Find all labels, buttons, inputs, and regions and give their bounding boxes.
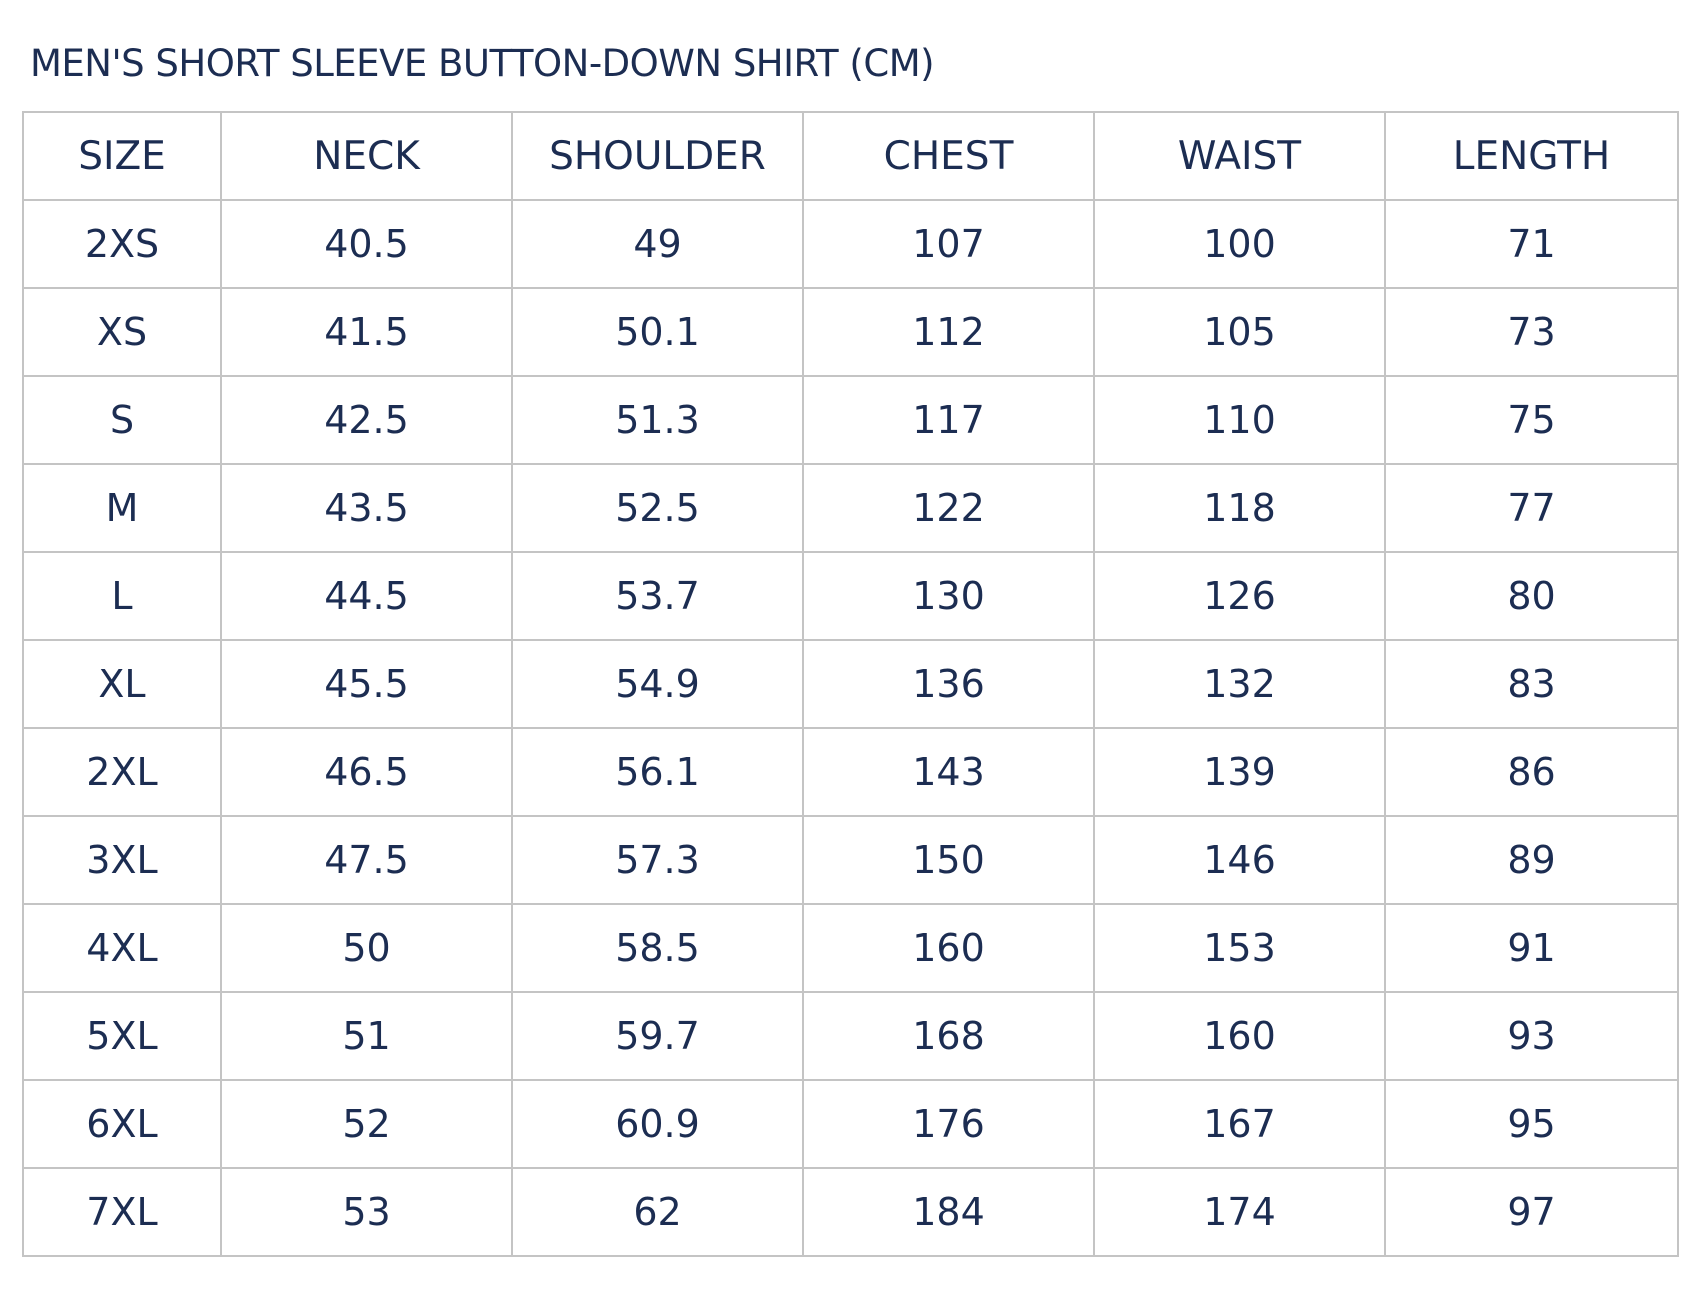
cell-waist: 132	[1093, 639, 1386, 729]
cell-length: 95	[1384, 1079, 1679, 1169]
cell-neck: 43.5	[220, 463, 513, 553]
cell-size: 2XS	[22, 199, 222, 289]
cell-waist: 139	[1093, 727, 1386, 817]
cell-neck: 40.5	[220, 199, 513, 289]
cell-waist: 174	[1093, 1167, 1386, 1257]
cell-chest: 143	[802, 727, 1095, 817]
cell-shoulder: 57.3	[511, 815, 804, 905]
cell-chest: 117	[802, 375, 1095, 465]
table-row: XL 45.5 54.9 136 132 83	[22, 639, 1679, 729]
cell-chest: 107	[802, 199, 1095, 289]
cell-size: XL	[22, 639, 222, 729]
column-header-waist: WAIST	[1093, 111, 1386, 201]
column-header-length: LENGTH	[1384, 111, 1679, 201]
cell-size: M	[22, 463, 222, 553]
cell-shoulder: 56.1	[511, 727, 804, 817]
cell-chest: 112	[802, 287, 1095, 377]
table-row: M 43.5 52.5 122 118 77	[22, 463, 1679, 553]
table-row: 5XL 51 59.7 168 160 93	[22, 991, 1679, 1081]
page-title: MEN'S SHORT SLEEVE BUTTON-DOWN SHIRT (CM…	[30, 42, 935, 85]
cell-neck: 47.5	[220, 815, 513, 905]
column-header-size: SIZE	[22, 111, 222, 201]
cell-size: 2XL	[22, 727, 222, 817]
cell-shoulder: 62	[511, 1167, 804, 1257]
table-row: XS 41.5 50.1 112 105 73	[22, 287, 1679, 377]
cell-neck: 44.5	[220, 551, 513, 641]
cell-chest: 168	[802, 991, 1095, 1081]
cell-waist: 146	[1093, 815, 1386, 905]
cell-waist: 105	[1093, 287, 1386, 377]
column-header-chest: CHEST	[802, 111, 1095, 201]
cell-waist: 160	[1093, 991, 1386, 1081]
cell-size: 4XL	[22, 903, 222, 993]
table-row: 4XL 50 58.5 160 153 91	[22, 903, 1679, 993]
cell-waist: 126	[1093, 551, 1386, 641]
cell-neck: 52	[220, 1079, 513, 1169]
column-header-shoulder: SHOULDER	[511, 111, 804, 201]
cell-chest: 150	[802, 815, 1095, 905]
cell-size: S	[22, 375, 222, 465]
cell-size: 6XL	[22, 1079, 222, 1169]
cell-chest: 160	[802, 903, 1095, 993]
cell-length: 89	[1384, 815, 1679, 905]
cell-neck: 45.5	[220, 639, 513, 729]
table-row: 3XL 47.5 57.3 150 146 89	[22, 815, 1679, 905]
cell-neck: 50	[220, 903, 513, 993]
cell-chest: 130	[802, 551, 1095, 641]
size-chart-table: SIZE NECK SHOULDER CHEST WAIST LENGTH 2XS 40.5…	[22, 111, 1679, 1257]
cell-waist: 100	[1093, 199, 1386, 289]
cell-shoulder: 51.3	[511, 375, 804, 465]
cell-chest: 184	[802, 1167, 1095, 1257]
cell-chest: 136	[802, 639, 1095, 729]
cell-length: 75	[1384, 375, 1679, 465]
cell-chest: 122	[802, 463, 1095, 553]
cell-neck: 51	[220, 991, 513, 1081]
cell-size: 3XL	[22, 815, 222, 905]
cell-length: 71	[1384, 199, 1679, 289]
cell-length: 91	[1384, 903, 1679, 993]
cell-neck: 41.5	[220, 287, 513, 377]
cell-size: 7XL	[22, 1167, 222, 1257]
cell-length: 93	[1384, 991, 1679, 1081]
cell-size: 5XL	[22, 991, 222, 1081]
cell-shoulder: 50.1	[511, 287, 804, 377]
cell-length: 77	[1384, 463, 1679, 553]
table-row: 7XL 53 62 184 174 97	[22, 1167, 1679, 1257]
cell-chest: 176	[802, 1079, 1095, 1169]
cell-shoulder: 54.9	[511, 639, 804, 729]
table-row: 2XL 46.5 56.1 143 139 86	[22, 727, 1679, 817]
header-row: SIZE NECK SHOULDER CHEST WAIST LENGTH	[22, 111, 1679, 201]
cell-waist: 153	[1093, 903, 1386, 993]
cell-shoulder: 58.5	[511, 903, 804, 993]
column-header-neck: NECK	[220, 111, 513, 201]
cell-size: XS	[22, 287, 222, 377]
cell-shoulder: 59.7	[511, 991, 804, 1081]
cell-waist: 118	[1093, 463, 1386, 553]
table-row: S 42.5 51.3 117 110 75	[22, 375, 1679, 465]
cell-waist: 110	[1093, 375, 1386, 465]
cell-neck: 53	[220, 1167, 513, 1257]
cell-length: 73	[1384, 287, 1679, 377]
cell-shoulder: 53.7	[511, 551, 804, 641]
table-row: 2XS 40.5 49 107 100 71	[22, 199, 1679, 289]
cell-shoulder: 60.9	[511, 1079, 804, 1169]
cell-size: L	[22, 551, 222, 641]
cell-neck: 46.5	[220, 727, 513, 817]
cell-neck: 42.5	[220, 375, 513, 465]
cell-shoulder: 52.5	[511, 463, 804, 553]
cell-length: 80	[1384, 551, 1679, 641]
table-row: 6XL 52 60.9 176 167 95	[22, 1079, 1679, 1169]
cell-shoulder: 49	[511, 199, 804, 289]
cell-length: 97	[1384, 1167, 1679, 1257]
cell-waist: 167	[1093, 1079, 1386, 1169]
cell-length: 83	[1384, 639, 1679, 729]
table-row: L 44.5 53.7 130 126 80	[22, 551, 1679, 641]
cell-length: 86	[1384, 727, 1679, 817]
